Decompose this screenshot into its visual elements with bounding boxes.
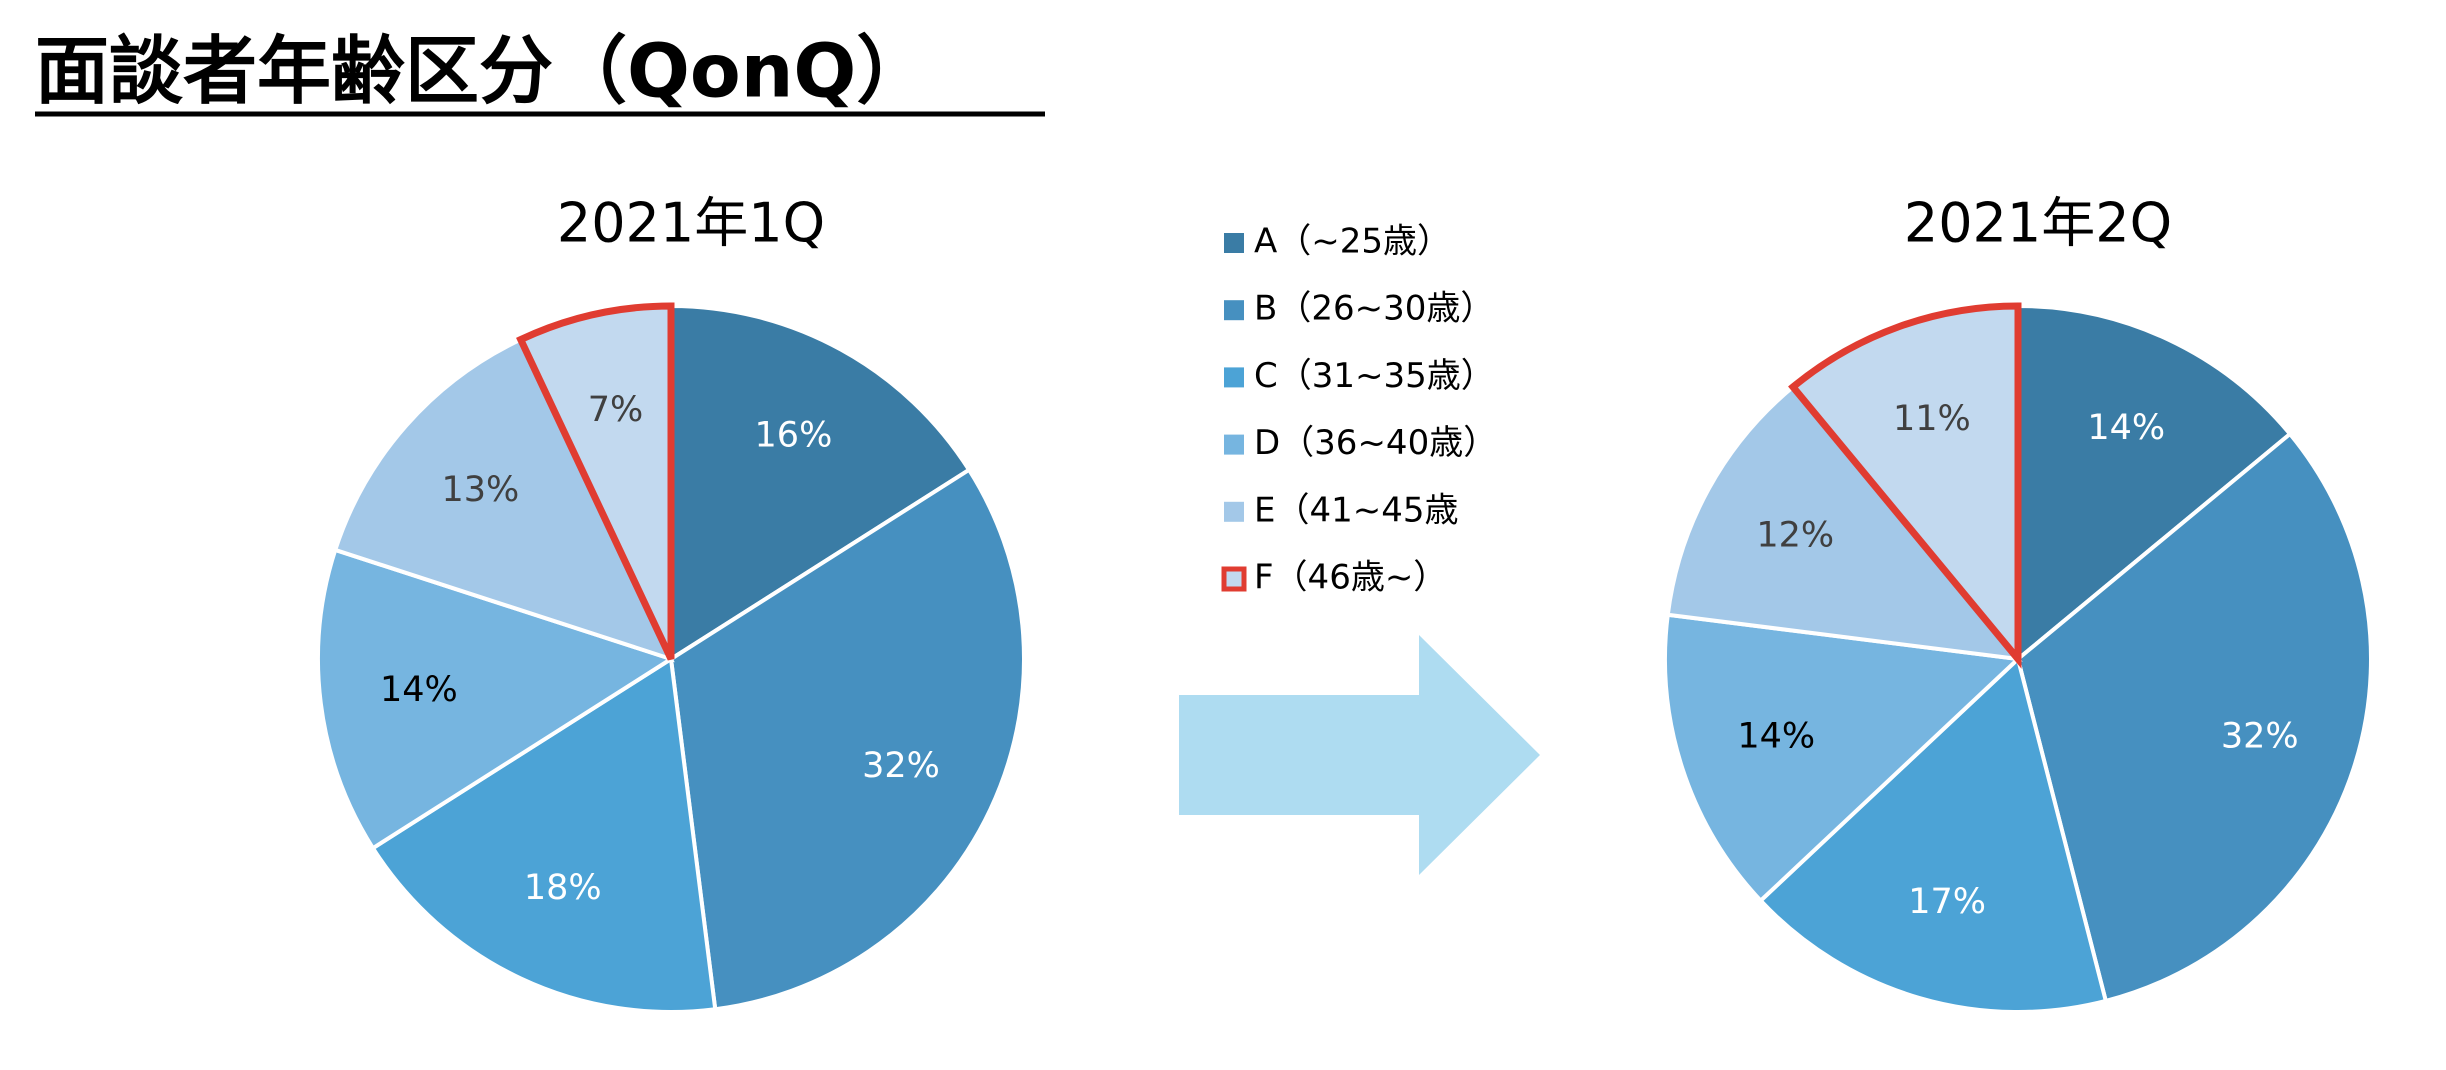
data-label: 32%	[2221, 717, 2299, 757]
legend-marker	[1224, 501, 1244, 522]
data-label: 32%	[862, 746, 940, 786]
legend-label: A（~25歳）	[1254, 222, 1451, 262]
arrow	[1179, 635, 1540, 875]
slice-outline	[1788, 302, 2022, 669]
data-label: 17%	[1908, 882, 1986, 922]
pie-slice	[1665, 384, 2023, 662]
pie-slice	[668, 467, 1027, 1012]
pie-slice	[332, 336, 675, 663]
legend-marker	[1224, 300, 1244, 321]
data-label: 13%	[441, 470, 519, 510]
slice-outline	[516, 302, 675, 661]
data-label: 7%	[588, 390, 644, 430]
page-title: 面談者年齢区分（QonQ）	[35, 29, 930, 115]
legend-label: B（26~30歳）	[1254, 289, 1494, 329]
legend-marker	[1221, 566, 1247, 592]
pie-slice	[1663, 612, 2023, 904]
pie-slice	[370, 655, 718, 1014]
legend-marker	[1224, 434, 1244, 455]
pie-slice	[2015, 431, 2373, 1004]
data-label: 16%	[755, 415, 833, 455]
pie-slice	[2016, 303, 2293, 664]
chart-title: 2021年1Q	[557, 192, 825, 255]
data-label: 11%	[1893, 399, 1971, 439]
pie-slice	[1757, 655, 2109, 1014]
legend-marker	[1224, 367, 1244, 388]
data-label: 14%	[380, 670, 458, 710]
legend-label: E（41~45歳	[1254, 490, 1459, 530]
legend-label: F（46歳~）	[1254, 558, 1447, 598]
data-label: 18%	[524, 868, 602, 908]
legend-marker	[1224, 233, 1244, 253]
pie-slice	[669, 303, 972, 663]
data-label: 14%	[2087, 408, 2165, 448]
data-label: 12%	[1756, 516, 1834, 556]
data-label: 14%	[1737, 717, 1815, 757]
pie-slice	[316, 547, 676, 851]
legend-label: C（31~35歳）	[1254, 356, 1495, 396]
chart-title: 2021年2Q	[1904, 192, 2172, 255]
legend-label: D（36~40歳）	[1254, 423, 1497, 463]
